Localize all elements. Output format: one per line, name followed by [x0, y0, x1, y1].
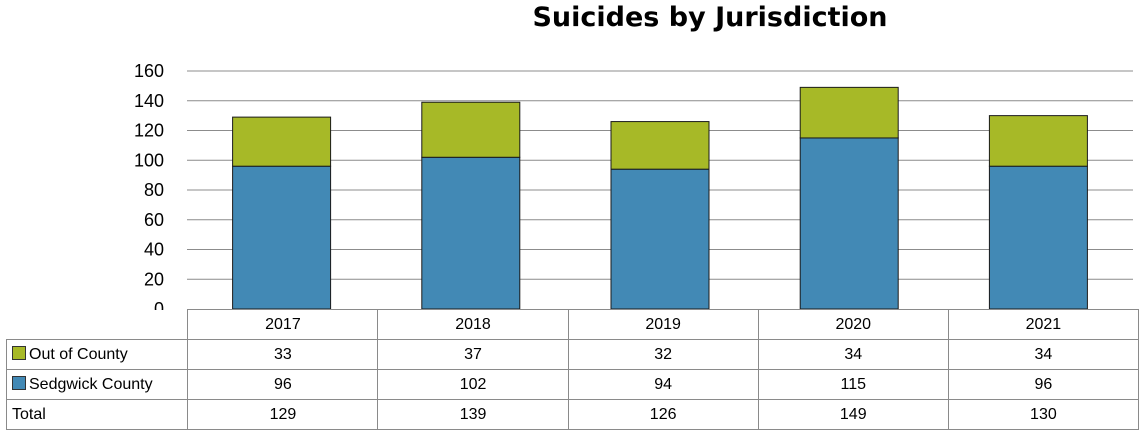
- bar-segment-sedgwick-county: [232, 165, 332, 310]
- y-tick-label: 140: [134, 91, 164, 111]
- table-cell: 32: [567, 339, 759, 370]
- legend-entry-sedgwick-county: Sedgwick County: [5, 369, 189, 400]
- table-cell: 115: [757, 369, 949, 400]
- y-axis: 0 20 40 60 80 100 120 140 160: [134, 61, 164, 310]
- table-corner: [6, 309, 189, 340]
- y-tick-label: 60: [144, 210, 164, 230]
- bar-segment-out-of-county: [421, 101, 521, 158]
- table-cell: 34: [757, 339, 949, 370]
- y-tick-label: 120: [134, 121, 164, 141]
- legend-swatch-sedgwick-county: [12, 375, 26, 390]
- category-label: 2019: [567, 309, 759, 340]
- bar-segment-sedgwick-county: [799, 137, 899, 310]
- bar-segment-out-of-county: [610, 121, 710, 170]
- bar-segment-sedgwick-county: [988, 165, 1088, 310]
- table-cell: 34: [947, 339, 1139, 370]
- chart-plot-area: 0 20 40 60 80 100 120 140 160: [134, 61, 1133, 310]
- y-tick-label: 100: [134, 150, 164, 170]
- category-label: 2020: [757, 309, 949, 340]
- y-tick-label: 20: [144, 269, 164, 289]
- table-header-row: 2017 2018 2019 2020 2021: [6, 309, 1139, 340]
- chart-title: Suicides by Jurisdiction: [532, 2, 888, 33]
- table-cell: 130: [947, 399, 1139, 430]
- table-row-sedgwick-county: Sedgwick County 96 102 94 115 96: [5, 369, 1139, 400]
- table-cell: 129: [187, 399, 379, 430]
- table-cell: 96: [187, 369, 379, 400]
- bar-segment-out-of-county: [988, 115, 1088, 167]
- table-cell: 37: [377, 339, 569, 370]
- table-cell: 139: [377, 399, 569, 430]
- table-cell: 149: [757, 399, 949, 430]
- table-cell: 94: [567, 369, 759, 400]
- y-tick-label: 80: [144, 180, 164, 200]
- y-tick-label: 160: [134, 61, 164, 81]
- category-label: 2018: [377, 309, 569, 340]
- legend-entry-out-of-county: Out of County: [5, 339, 189, 370]
- table-cell: 126: [567, 399, 759, 430]
- legend-label: Out of County: [29, 345, 128, 363]
- bar-segment-sedgwick-county: [610, 168, 710, 310]
- category-label: 2021: [947, 309, 1139, 340]
- table-cell: 33: [187, 339, 379, 370]
- bar-segment-out-of-county: [799, 86, 899, 139]
- table-cell: 96: [947, 369, 1139, 400]
- table-row-out-of-county: Out of County 33 37 32 34 34: [5, 339, 1139, 370]
- bar-segment-sedgwick-county: [421, 156, 521, 310]
- y-tick-label: 40: [144, 240, 164, 260]
- table-cell: 102: [377, 369, 569, 400]
- legend-label: Sedgwick County: [29, 375, 153, 393]
- bars: [232, 86, 1088, 310]
- category-label: 2017: [187, 309, 379, 340]
- data-table: 2017 2018 2019 2020 2021 Out of County 3…: [5, 309, 1139, 430]
- y-tick-label: 0: [154, 299, 164, 310]
- table-row-total: Total 129 139 126 149 130: [5, 399, 1139, 430]
- legend-swatch-out-of-county: [12, 345, 26, 360]
- bar-segment-out-of-county: [232, 116, 332, 167]
- total-label: Total: [5, 399, 189, 430]
